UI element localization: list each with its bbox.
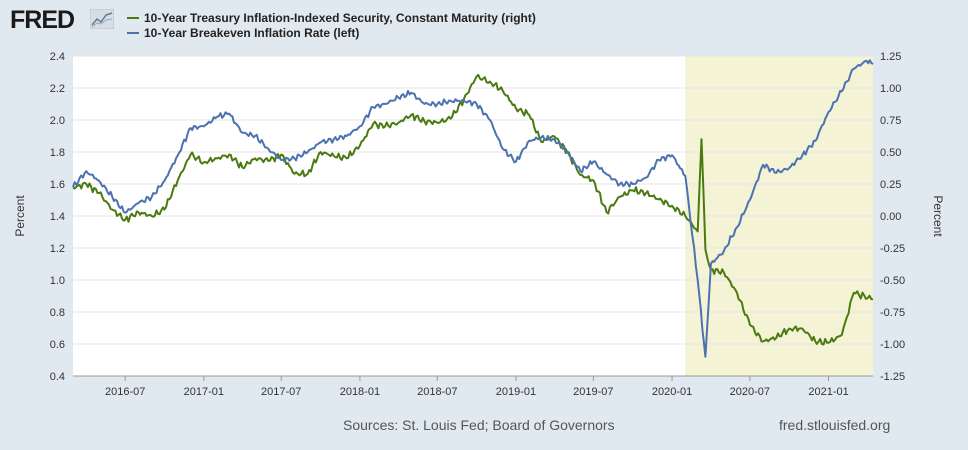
y-right-tick-label: 0.00 xyxy=(880,211,901,223)
y-right-tick-label: 0.25 xyxy=(880,179,901,191)
x-tick-label: 2019-07 xyxy=(573,386,613,398)
y-right-tick-label: -1.25 xyxy=(880,371,905,383)
x-tick-label: 2016-07 xyxy=(105,386,145,398)
fred-logo[interactable]: FRED xyxy=(10,6,75,34)
x-tick-label: 2018-07 xyxy=(417,386,457,398)
y-right-tick-label: 0.50 xyxy=(880,147,901,159)
y-right-tick-label: 1.00 xyxy=(880,83,901,95)
x-tick-label: 2017-01 xyxy=(184,386,224,398)
legend-swatch-breakeven xyxy=(127,31,139,34)
legend-swatch-tips xyxy=(127,16,139,19)
chart-header: FRED 10-Year Treasury Inflation-Indexed … xyxy=(0,0,968,48)
chart-legend: 10-Year Treasury Inflation-Indexed Secur… xyxy=(127,10,536,40)
series-line-breakeven xyxy=(72,59,874,358)
x-tick-label: 2020-01 xyxy=(652,386,692,398)
y-right-tick-label: -0.75 xyxy=(880,307,905,319)
legend-item-tips[interactable]: 10-Year Treasury Inflation-Indexed Secur… xyxy=(127,10,536,25)
y-right-tick-label: -0.25 xyxy=(880,243,905,255)
y-left-axis-label: Percent xyxy=(13,195,27,237)
fred-chart-icon xyxy=(90,9,114,29)
y-right-tick-label: -0.50 xyxy=(880,275,905,287)
y-right-axis-label: Percent xyxy=(931,195,945,237)
series-line-tips xyxy=(72,73,874,346)
legend-item-breakeven[interactable]: 10-Year Breakeven Inflation Rate (left) xyxy=(127,25,536,40)
sources-note: Sources: St. Louis Fed; Board of Governo… xyxy=(343,417,615,433)
y-left-tick-label: 2.0 xyxy=(50,115,65,127)
y-left-tick-label: 2.4 xyxy=(50,51,65,63)
legend-label-tips: 10-Year Treasury Inflation-Indexed Secur… xyxy=(144,10,536,25)
y-right-tick-label: 1.25 xyxy=(880,51,901,63)
x-tick-label: 2019-01 xyxy=(496,386,536,398)
y-left-tick-label: 1.0 xyxy=(50,275,65,287)
y-left-tick-label: 1.2 xyxy=(50,243,65,255)
y-right-tick-label: 0.75 xyxy=(880,115,901,127)
y-left-tick-label: 1.4 xyxy=(50,211,65,223)
x-tick-label: 2018-01 xyxy=(340,386,380,398)
x-tick-label: 2020-07 xyxy=(730,386,770,398)
y-left-tick-label: 1.6 xyxy=(50,179,65,191)
site-link[interactable]: fred.stlouisfed.org xyxy=(779,417,891,433)
y-left-tick-label: 2.2 xyxy=(50,83,65,95)
y-left-tick-label: 1.8 xyxy=(50,147,65,159)
legend-label-breakeven: 10-Year Breakeven Inflation Rate (left) xyxy=(144,25,360,40)
y-left-tick-label: 0.4 xyxy=(50,371,65,383)
y-right-tick-label: -1.00 xyxy=(880,339,905,351)
x-tick-label: 2017-07 xyxy=(261,386,301,398)
x-tick-label: 2021-01 xyxy=(808,386,848,398)
y-left-tick-label: 0.8 xyxy=(50,307,65,319)
y-left-tick-label: 0.6 xyxy=(50,339,65,351)
